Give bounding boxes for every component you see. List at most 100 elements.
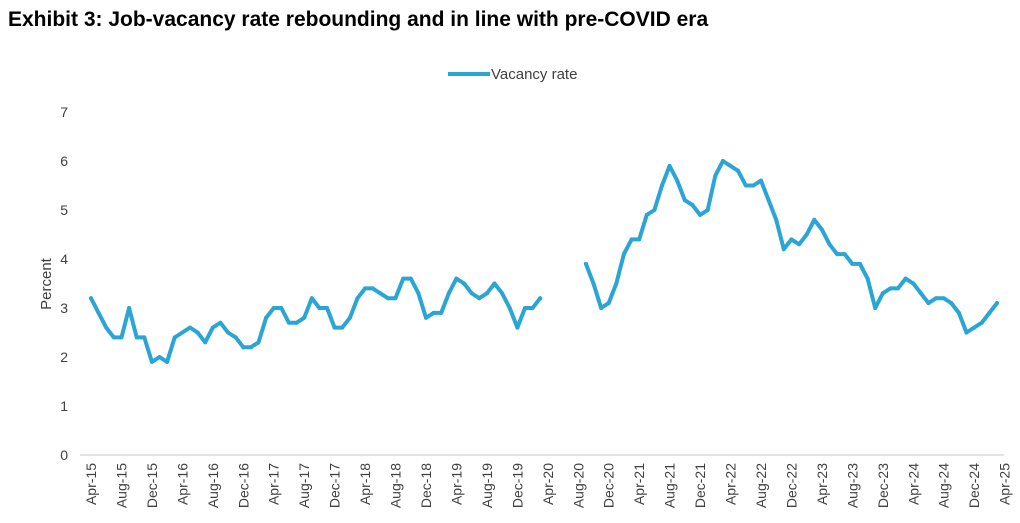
data-point (865, 276, 870, 281)
data-point (812, 217, 817, 222)
data-point (500, 291, 505, 296)
data-point (660, 183, 664, 188)
x-tick-label: Aug-17 (296, 463, 312, 508)
x-tick-label: Apr-19 (448, 463, 464, 505)
data-point (363, 286, 368, 291)
data-point (850, 261, 855, 266)
data-point (325, 306, 329, 310)
data-point (804, 232, 809, 237)
data-point (629, 237, 634, 242)
data-point (165, 359, 170, 364)
data-point (241, 345, 246, 350)
x-tick-label: Dec-22 (783, 463, 799, 508)
data-point (736, 168, 741, 173)
data-point (309, 296, 314, 301)
data-point (972, 325, 977, 330)
x-tick-label: Aug-22 (753, 463, 769, 508)
data-point (781, 247, 786, 252)
data-point (941, 296, 946, 301)
x-tick-label: Aug-16 (205, 463, 221, 508)
data-point (705, 208, 710, 212)
data-point (134, 335, 139, 340)
data-point (96, 310, 101, 315)
y-tick-label: 6 (60, 153, 68, 169)
data-point (842, 252, 847, 257)
x-tick-label: Aug-18 (388, 463, 404, 508)
data-point (424, 315, 428, 320)
data-point (484, 291, 489, 296)
data-point (682, 198, 687, 203)
data-point (819, 227, 824, 232)
data-point (355, 296, 360, 301)
x-tick-label: Apr-15 (83, 463, 99, 505)
data-point (599, 306, 604, 310)
data-point (766, 198, 771, 203)
x-tick-label: Aug-21 (662, 463, 678, 508)
x-tick-label: Dec-18 (418, 463, 434, 508)
data-point (690, 203, 695, 208)
x-tick-label: Dec-21 (692, 463, 708, 508)
data-point (774, 217, 779, 222)
data-point (956, 310, 961, 315)
data-point (477, 296, 482, 301)
data-point (332, 325, 337, 330)
x-tick-label: Dec-24 (966, 463, 982, 508)
data-point (652, 208, 657, 212)
data-point (530, 306, 535, 310)
x-tick-label: Dec-19 (509, 463, 525, 508)
data-point (858, 261, 862, 266)
data-point (347, 315, 352, 320)
series-layer (89, 159, 999, 364)
data-point (880, 291, 885, 296)
data-point (949, 301, 954, 306)
data-point (210, 325, 215, 330)
data-point (621, 252, 626, 257)
data-point (903, 276, 908, 281)
data-point (378, 291, 383, 296)
data-point (759, 178, 763, 183)
data-point (964, 330, 969, 335)
data-point (233, 335, 238, 340)
data-point (751, 183, 756, 188)
data-point (431, 310, 436, 315)
x-axis: Apr-15 Aug-15 Dec-15 Apr-16 Aug-16 Dec-16 Apr-… (83, 463, 1013, 508)
data-point (614, 281, 619, 286)
data-point (279, 306, 284, 310)
x-tick-label: Dec-23 (875, 463, 891, 508)
data-point (789, 237, 794, 242)
data-point (218, 320, 223, 325)
data-point (416, 291, 421, 296)
data-point (888, 286, 893, 291)
data-point (89, 296, 93, 301)
data-point (698, 212, 703, 217)
data-point (469, 291, 474, 296)
x-tick-label: Apr-17 (266, 463, 282, 505)
data-point (385, 296, 390, 301)
data-point (370, 286, 375, 291)
y-tick-label: 4 (60, 251, 68, 267)
data-point (119, 335, 124, 340)
data-point (226, 330, 230, 335)
data-point (911, 281, 916, 286)
data-point (918, 291, 923, 296)
data-point (111, 335, 116, 340)
data-point (454, 276, 459, 281)
data-point (987, 310, 992, 315)
x-tick-label: Apr-18 (357, 463, 373, 505)
data-point (127, 306, 132, 310)
x-tick-label: Dec-15 (144, 463, 160, 508)
data-point (302, 315, 307, 320)
data-point (203, 340, 208, 345)
data-point (188, 325, 192, 330)
data-point (797, 242, 802, 247)
x-tick-label: Aug-20 (570, 463, 586, 508)
x-tick-label: Aug-24 (936, 463, 952, 508)
data-point (728, 163, 733, 168)
data-point (995, 301, 999, 306)
data-point (934, 296, 939, 301)
x-tick-label: Dec-20 (601, 463, 617, 508)
x-tick-label: Aug-19 (479, 463, 495, 508)
x-tick-label: Dec-16 (235, 463, 251, 508)
data-point (248, 345, 253, 350)
data-point (340, 325, 345, 330)
